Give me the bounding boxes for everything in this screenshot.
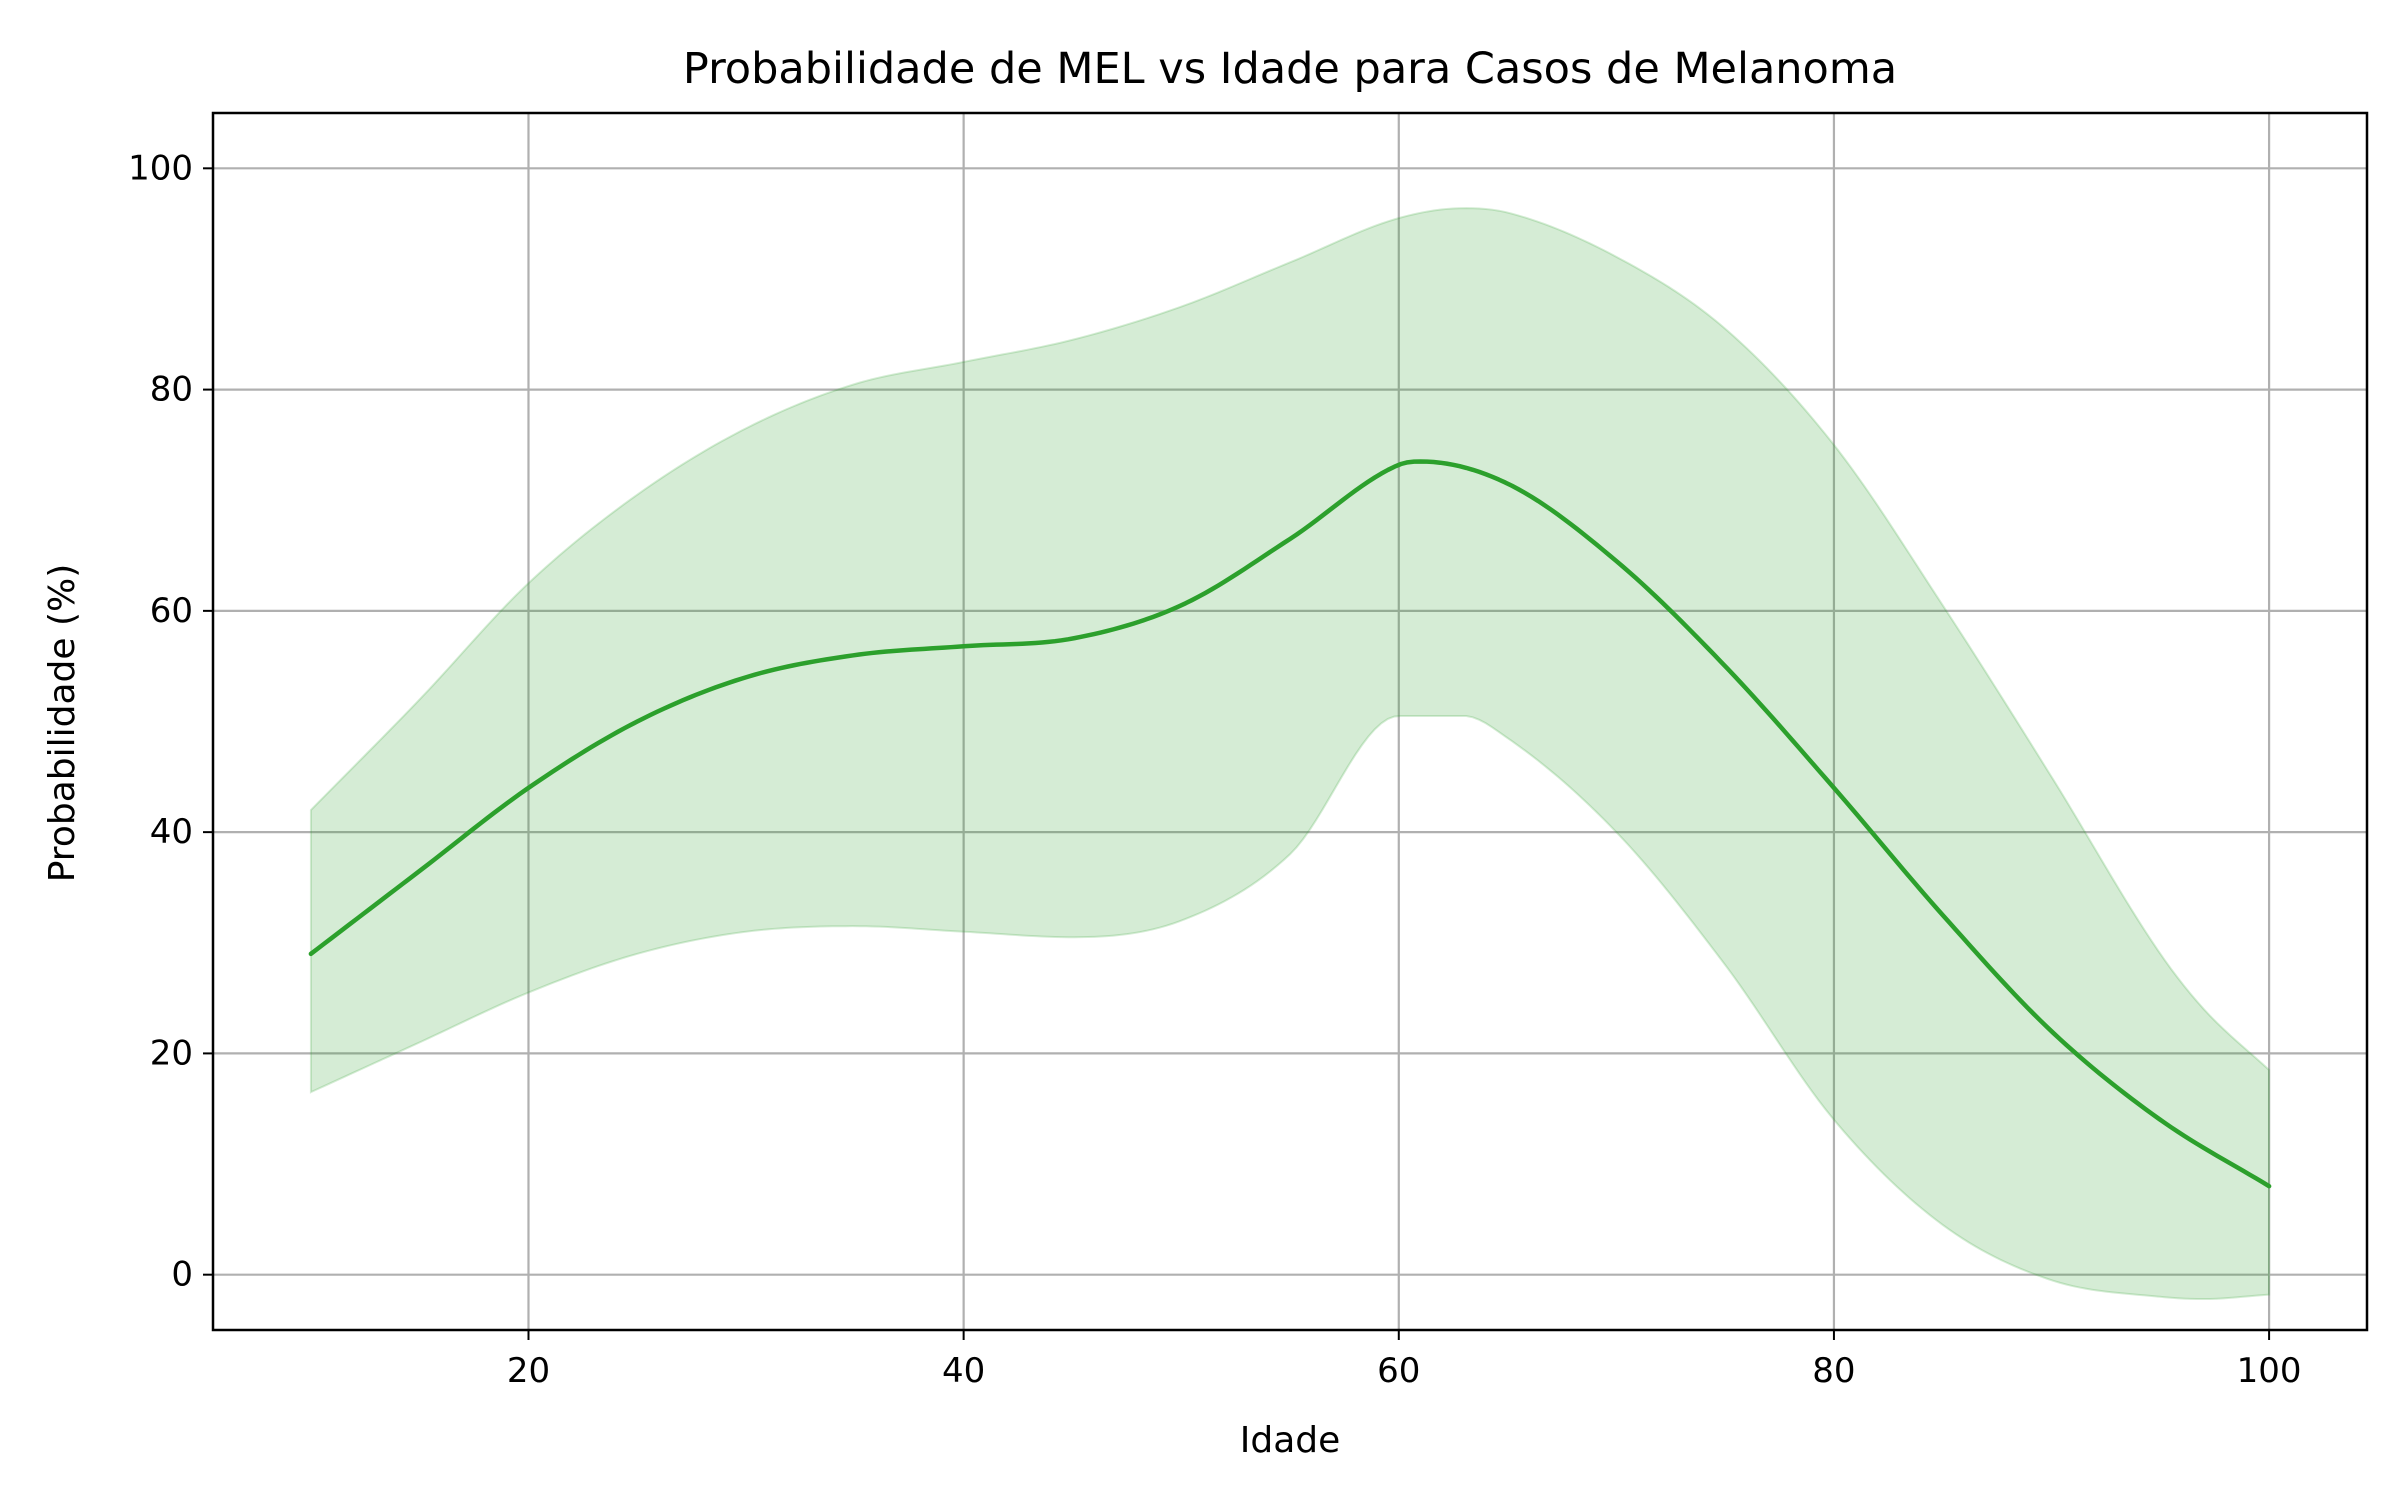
x-tick-label: 40 (942, 1351, 985, 1391)
y-tick-label: 100 (128, 148, 193, 188)
chart-title: Probabilidade de MEL vs Idade para Casos… (683, 44, 1897, 94)
x-tick-label: 100 (2237, 1351, 2302, 1391)
x-tick-label: 60 (1377, 1351, 1420, 1391)
y-tick-label: 60 (150, 591, 193, 631)
x-axis-label: Idade (1240, 1420, 1341, 1461)
y-tick-label: 20 (150, 1033, 193, 1073)
probability-line (308, 459, 2272, 1189)
grid (213, 113, 2367, 1330)
x-axis-ticks: 20 40 60 80 100 (507, 1330, 2302, 1391)
y-tick-label: 80 (150, 370, 193, 410)
y-tick-label: 0 (171, 1255, 193, 1295)
y-axis-label: Probabilidade (%) (42, 564, 83, 883)
confidence-band (309, 207, 2271, 1301)
plot-frame (211, 111, 2369, 1332)
x-tick-label: 80 (1812, 1351, 1855, 1391)
y-axis-ticks: 0 20 40 60 80 100 (128, 148, 213, 1295)
y-tick-label: 40 (150, 812, 193, 852)
x-tick-label: 20 (507, 1351, 550, 1391)
